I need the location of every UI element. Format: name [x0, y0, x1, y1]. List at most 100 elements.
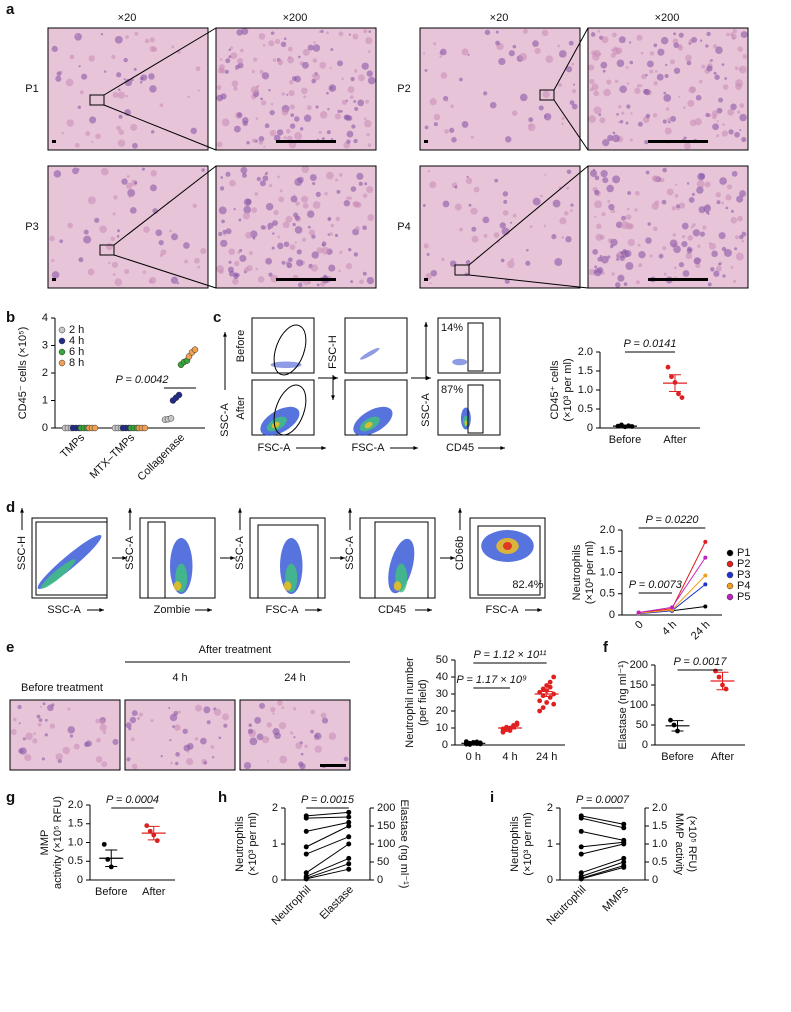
texture	[570, 203, 574, 207]
point	[621, 825, 627, 831]
point	[167, 415, 175, 422]
gate	[467, 384, 484, 434]
texture	[439, 48, 447, 56]
texture	[239, 254, 247, 262]
texture	[344, 114, 351, 121]
texture	[233, 207, 236, 211]
pair-line	[581, 817, 624, 829]
texture	[429, 181, 437, 189]
texture	[22, 737, 26, 741]
arrow-head	[426, 376, 431, 380]
label: FSC-A	[266, 604, 300, 616]
texture	[47, 704, 54, 712]
texture	[313, 41, 316, 44]
axis-label: Neutrophils	[234, 816, 246, 872]
texture	[362, 271, 367, 276]
texture	[316, 247, 323, 254]
texture	[151, 130, 155, 134]
texture	[468, 203, 472, 207]
texture	[610, 238, 618, 247]
texture	[724, 77, 727, 80]
texture	[123, 78, 126, 81]
texture	[314, 745, 322, 753]
texture	[62, 746, 71, 755]
texture	[351, 124, 356, 129]
texture	[272, 220, 278, 227]
frame	[47, 165, 209, 289]
texture	[603, 88, 611, 97]
texture	[328, 264, 336, 272]
y-tick-label: 0	[587, 422, 593, 434]
error-bar	[540, 690, 553, 698]
texture	[699, 173, 706, 180]
texture	[268, 40, 275, 47]
y-tick-label: 50	[636, 719, 648, 731]
texture	[734, 66, 739, 71]
point	[537, 708, 543, 714]
x-tick-label: After	[142, 886, 166, 898]
arrow-head	[413, 446, 418, 450]
x-tick-label: TMPs	[58, 431, 87, 460]
texture	[270, 706, 276, 713]
pair-line	[306, 863, 349, 879]
texture	[330, 137, 334, 141]
texture	[307, 44, 314, 51]
texture	[722, 274, 726, 278]
point	[303, 851, 309, 857]
texture	[312, 201, 321, 209]
y-tick-label: 2.0	[578, 346, 593, 358]
texture	[257, 276, 265, 283]
texture	[217, 67, 224, 74]
texture	[429, 98, 437, 106]
texture	[735, 83, 742, 91]
point	[175, 391, 183, 399]
texture	[638, 263, 643, 268]
texture	[78, 257, 84, 263]
texture	[601, 212, 606, 217]
texture	[597, 256, 603, 262]
texture	[594, 189, 600, 195]
texture	[495, 40, 500, 46]
texture	[611, 32, 617, 38]
texture	[286, 262, 293, 269]
y-tick-label: 1.0	[578, 384, 593, 396]
texture	[621, 218, 625, 222]
texture	[450, 104, 454, 109]
p-value: P = 0.0004	[106, 794, 159, 806]
texture	[730, 216, 738, 224]
texture	[442, 200, 450, 208]
p-value: P = 1.17 × 10⁹	[456, 674, 527, 686]
texture	[310, 729, 314, 734]
texture	[739, 113, 747, 122]
texture	[316, 283, 320, 287]
scale-bar	[648, 140, 708, 143]
texture	[219, 186, 225, 191]
texture	[662, 119, 667, 124]
texture	[274, 38, 281, 45]
texture	[256, 733, 264, 741]
x-tick-label: 24 h	[536, 751, 557, 763]
texture	[171, 45, 175, 49]
texture	[130, 78, 134, 82]
y-tick-label: 1.5	[652, 820, 667, 832]
texture	[602, 69, 606, 73]
texture	[312, 58, 318, 63]
y-tick-label: 2.0	[68, 799, 83, 811]
texture	[42, 702, 46, 706]
texture	[53, 170, 62, 178]
texture	[594, 175, 600, 181]
texture	[654, 200, 660, 206]
texture	[596, 266, 604, 274]
y-tick-label: 0	[547, 874, 553, 886]
texture	[558, 50, 567, 58]
density	[393, 581, 402, 591]
texture	[279, 755, 288, 764]
error-bar	[467, 742, 480, 745]
texture	[49, 723, 56, 729]
texture	[328, 84, 337, 92]
texture	[77, 168, 80, 171]
texture	[292, 222, 296, 227]
texture	[730, 103, 737, 111]
axis-label: CD45⁻ cells (×10⁵)	[17, 327, 29, 420]
texture	[83, 235, 92, 244]
